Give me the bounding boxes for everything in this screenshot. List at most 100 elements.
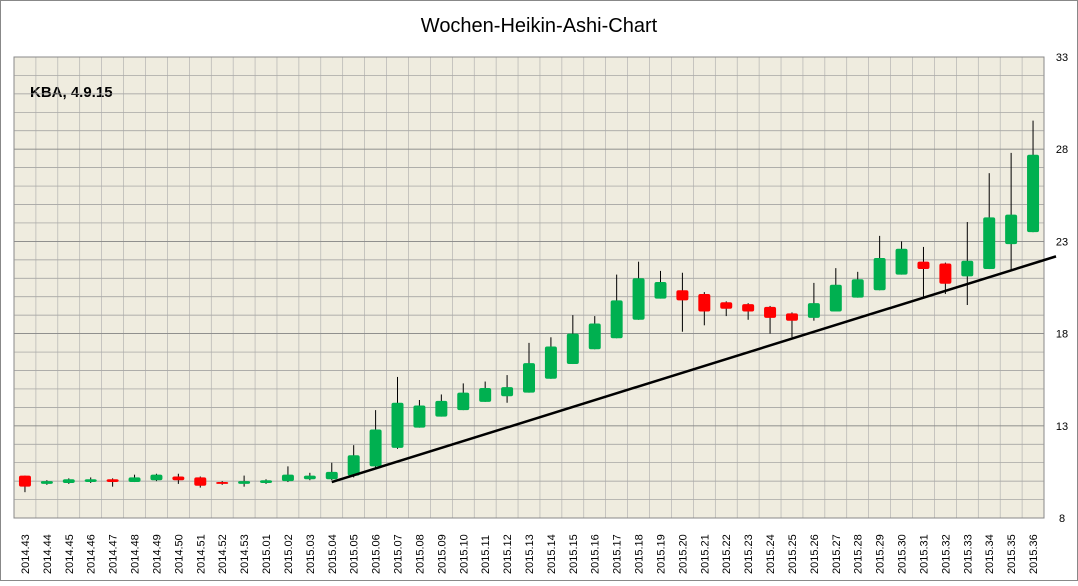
candle-body xyxy=(150,474,163,481)
x-tick-label: 2014.43 xyxy=(20,534,32,574)
candle-body xyxy=(391,402,404,448)
candle-body xyxy=(172,476,185,481)
x-tick-label: 2014.47 xyxy=(108,534,120,574)
x-tick-label: 2015.30 xyxy=(897,534,909,574)
candle-body xyxy=(369,429,382,467)
candle-body xyxy=(216,482,229,484)
x-tick-label: 2015.33 xyxy=(962,534,974,574)
candle-body xyxy=(807,303,820,318)
x-tick-label: 2014.53 xyxy=(239,534,251,574)
x-tick-label: 2015.27 xyxy=(831,534,843,574)
candle-body xyxy=(785,313,798,321)
candle-body xyxy=(347,455,360,476)
x-tick-label: 2015.15 xyxy=(568,534,580,574)
candle-body xyxy=(632,278,645,320)
x-tick-label: 2014.50 xyxy=(173,534,185,574)
candle-body xyxy=(829,284,842,312)
candle-body xyxy=(413,405,426,428)
candle-body xyxy=(654,281,667,299)
candle-body xyxy=(325,471,338,480)
x-tick-label: 2015.17 xyxy=(612,534,624,574)
y-tick-label: 23 xyxy=(1056,236,1068,248)
candle-body xyxy=(106,479,119,483)
candle-body xyxy=(18,475,31,487)
x-tick-label: 2015.23 xyxy=(743,534,755,574)
x-tick-label: 2014.46 xyxy=(86,534,98,574)
x-tick-label: 2015.04 xyxy=(327,534,339,574)
x-tick-label: 2015.32 xyxy=(940,534,952,574)
x-tick-label: 2015.18 xyxy=(634,534,646,574)
x-tick-label: 2015.05 xyxy=(349,534,361,574)
chart-title: Wochen-Heikin-Ashi-Chart xyxy=(421,15,658,37)
y-tick-label: 13 xyxy=(1056,421,1068,433)
candle-body xyxy=(40,481,53,484)
candle-body xyxy=(961,260,974,277)
candle-body xyxy=(1027,154,1040,233)
x-tick-label: 2015.26 xyxy=(809,534,821,574)
candle-body xyxy=(566,333,579,365)
x-tick-label: 2015.03 xyxy=(305,534,317,574)
y-tick-label: 18 xyxy=(1056,329,1068,341)
x-tick-label: 2015.06 xyxy=(371,534,383,574)
x-tick-label: 2015.24 xyxy=(765,534,777,574)
candle-body xyxy=(698,293,711,312)
x-tick-label: 2015.36 xyxy=(1028,534,1040,574)
candle-body xyxy=(238,481,251,484)
candle-body xyxy=(435,400,448,417)
candle-body xyxy=(939,263,952,284)
x-tick-label: 2015.13 xyxy=(524,534,536,574)
x-tick-label: 2015.09 xyxy=(436,534,448,574)
candle-body xyxy=(983,217,996,270)
candle-body xyxy=(1005,214,1018,245)
x-tick-label: 2015.21 xyxy=(699,534,711,574)
x-tick-label: 2015.35 xyxy=(1006,534,1018,574)
candle-body xyxy=(895,248,908,275)
x-tick-label: 2015.20 xyxy=(677,534,689,574)
x-tick-label: 2015.28 xyxy=(853,534,865,574)
x-tick-label: 2014.44 xyxy=(42,534,54,574)
x-tick-label: 2015.07 xyxy=(393,534,405,574)
candle-body xyxy=(544,346,557,379)
x-tick-label: 2015.11 xyxy=(480,535,492,574)
candle-body xyxy=(457,392,470,411)
trend-line xyxy=(331,255,1057,484)
candle-body xyxy=(764,306,777,318)
x-tick-label: 2014.51 xyxy=(195,534,207,574)
y-tick-label: 28 xyxy=(1056,144,1068,156)
x-tick-label: 2015.12 xyxy=(502,534,514,574)
x-tick-label: 2015.19 xyxy=(655,534,667,574)
candle-body xyxy=(128,477,141,483)
x-tick-label: 2015.16 xyxy=(590,534,602,574)
x-tick-label: 2015.10 xyxy=(458,534,470,574)
x-tick-label: 2015.01 xyxy=(261,534,273,574)
x-tick-label: 2015.14 xyxy=(546,534,558,574)
x-tick-label: 2015.31 xyxy=(918,534,930,574)
candle-body xyxy=(84,479,97,483)
candle-body xyxy=(281,474,294,482)
candle-body xyxy=(917,261,930,270)
candle-body xyxy=(873,257,886,291)
candle-body xyxy=(720,302,733,309)
candle-body xyxy=(194,477,207,486)
x-tick-label: 2014.52 xyxy=(217,534,229,574)
candle-body xyxy=(588,323,601,350)
x-tick-label: 2015.25 xyxy=(787,534,799,574)
x-tick-label: 2015.02 xyxy=(283,534,295,574)
y-tick-label: 8 xyxy=(1059,513,1065,525)
x-tick-label: 2015.08 xyxy=(414,534,426,574)
x-tick-label: 2014.49 xyxy=(151,534,163,574)
candle-body xyxy=(260,480,273,483)
candle-body xyxy=(742,304,755,312)
candle-body xyxy=(303,475,316,480)
candle-body xyxy=(851,279,864,298)
x-tick-label: 2015.22 xyxy=(721,534,733,574)
candle-body xyxy=(62,479,75,483)
candle-body xyxy=(501,387,514,397)
candle-body xyxy=(610,300,623,339)
x-tick-label: 2014.48 xyxy=(130,534,142,574)
x-tick-label: 2015.34 xyxy=(984,534,996,574)
y-tick-label: 33 xyxy=(1056,52,1068,64)
candle-body xyxy=(676,290,689,301)
